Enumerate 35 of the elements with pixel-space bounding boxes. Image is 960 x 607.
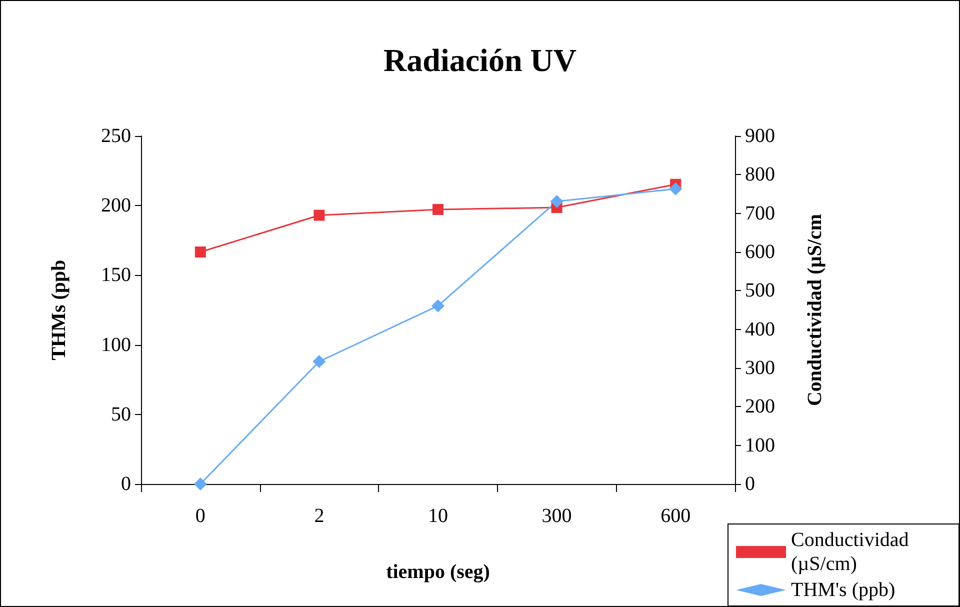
y-tick-label: 100 bbox=[101, 334, 131, 356]
legend-label: THM's (ppb) bbox=[791, 579, 896, 601]
point bbox=[194, 478, 207, 490]
y-tick-label: 200 bbox=[101, 194, 131, 217]
y-tick-label: 0 bbox=[121, 473, 131, 495]
y2-tick-label: 700 bbox=[745, 202, 775, 224]
y2-tick-label: 600 bbox=[745, 241, 775, 263]
y2-tick-label: 0 bbox=[745, 473, 755, 495]
point bbox=[669, 182, 682, 196]
chart-title: Radiación UV bbox=[384, 42, 576, 78]
y-tick-label: 50 bbox=[111, 403, 131, 426]
x-tick-label: 600 bbox=[660, 505, 691, 527]
point bbox=[432, 204, 444, 215]
x-axis-title: tiempo (seg) bbox=[386, 561, 490, 583]
legend-label: Conductividad (µS/cm) bbox=[791, 529, 914, 575]
point bbox=[194, 246, 206, 258]
y2-axis-title: Conductividad (µS/cm bbox=[804, 214, 826, 406]
point bbox=[550, 194, 564, 208]
y2-tick-label: 400 bbox=[745, 318, 775, 340]
x-tick-label: 2 bbox=[314, 505, 324, 527]
x-tick-label: 300 bbox=[542, 505, 572, 527]
y2-tick-label: 200 bbox=[745, 396, 775, 418]
y2-tick-label: 300 bbox=[745, 357, 775, 379]
y-tick-label: 250 bbox=[101, 125, 131, 147]
point bbox=[432, 299, 444, 312]
y-axis-title: THMs (ppb bbox=[48, 260, 70, 360]
y2-tick-label: 900 bbox=[745, 125, 775, 147]
x-tick-label: 10 bbox=[428, 505, 448, 527]
x-tick-label: 0 bbox=[195, 505, 206, 527]
y2-tick-label: 800 bbox=[745, 164, 775, 186]
point bbox=[314, 210, 325, 221]
point bbox=[312, 355, 326, 368]
y-tick-label: 150 bbox=[101, 264, 131, 286]
y2-tick-label: 100 bbox=[745, 434, 775, 456]
y2-tick-label: 500 bbox=[745, 280, 775, 302]
